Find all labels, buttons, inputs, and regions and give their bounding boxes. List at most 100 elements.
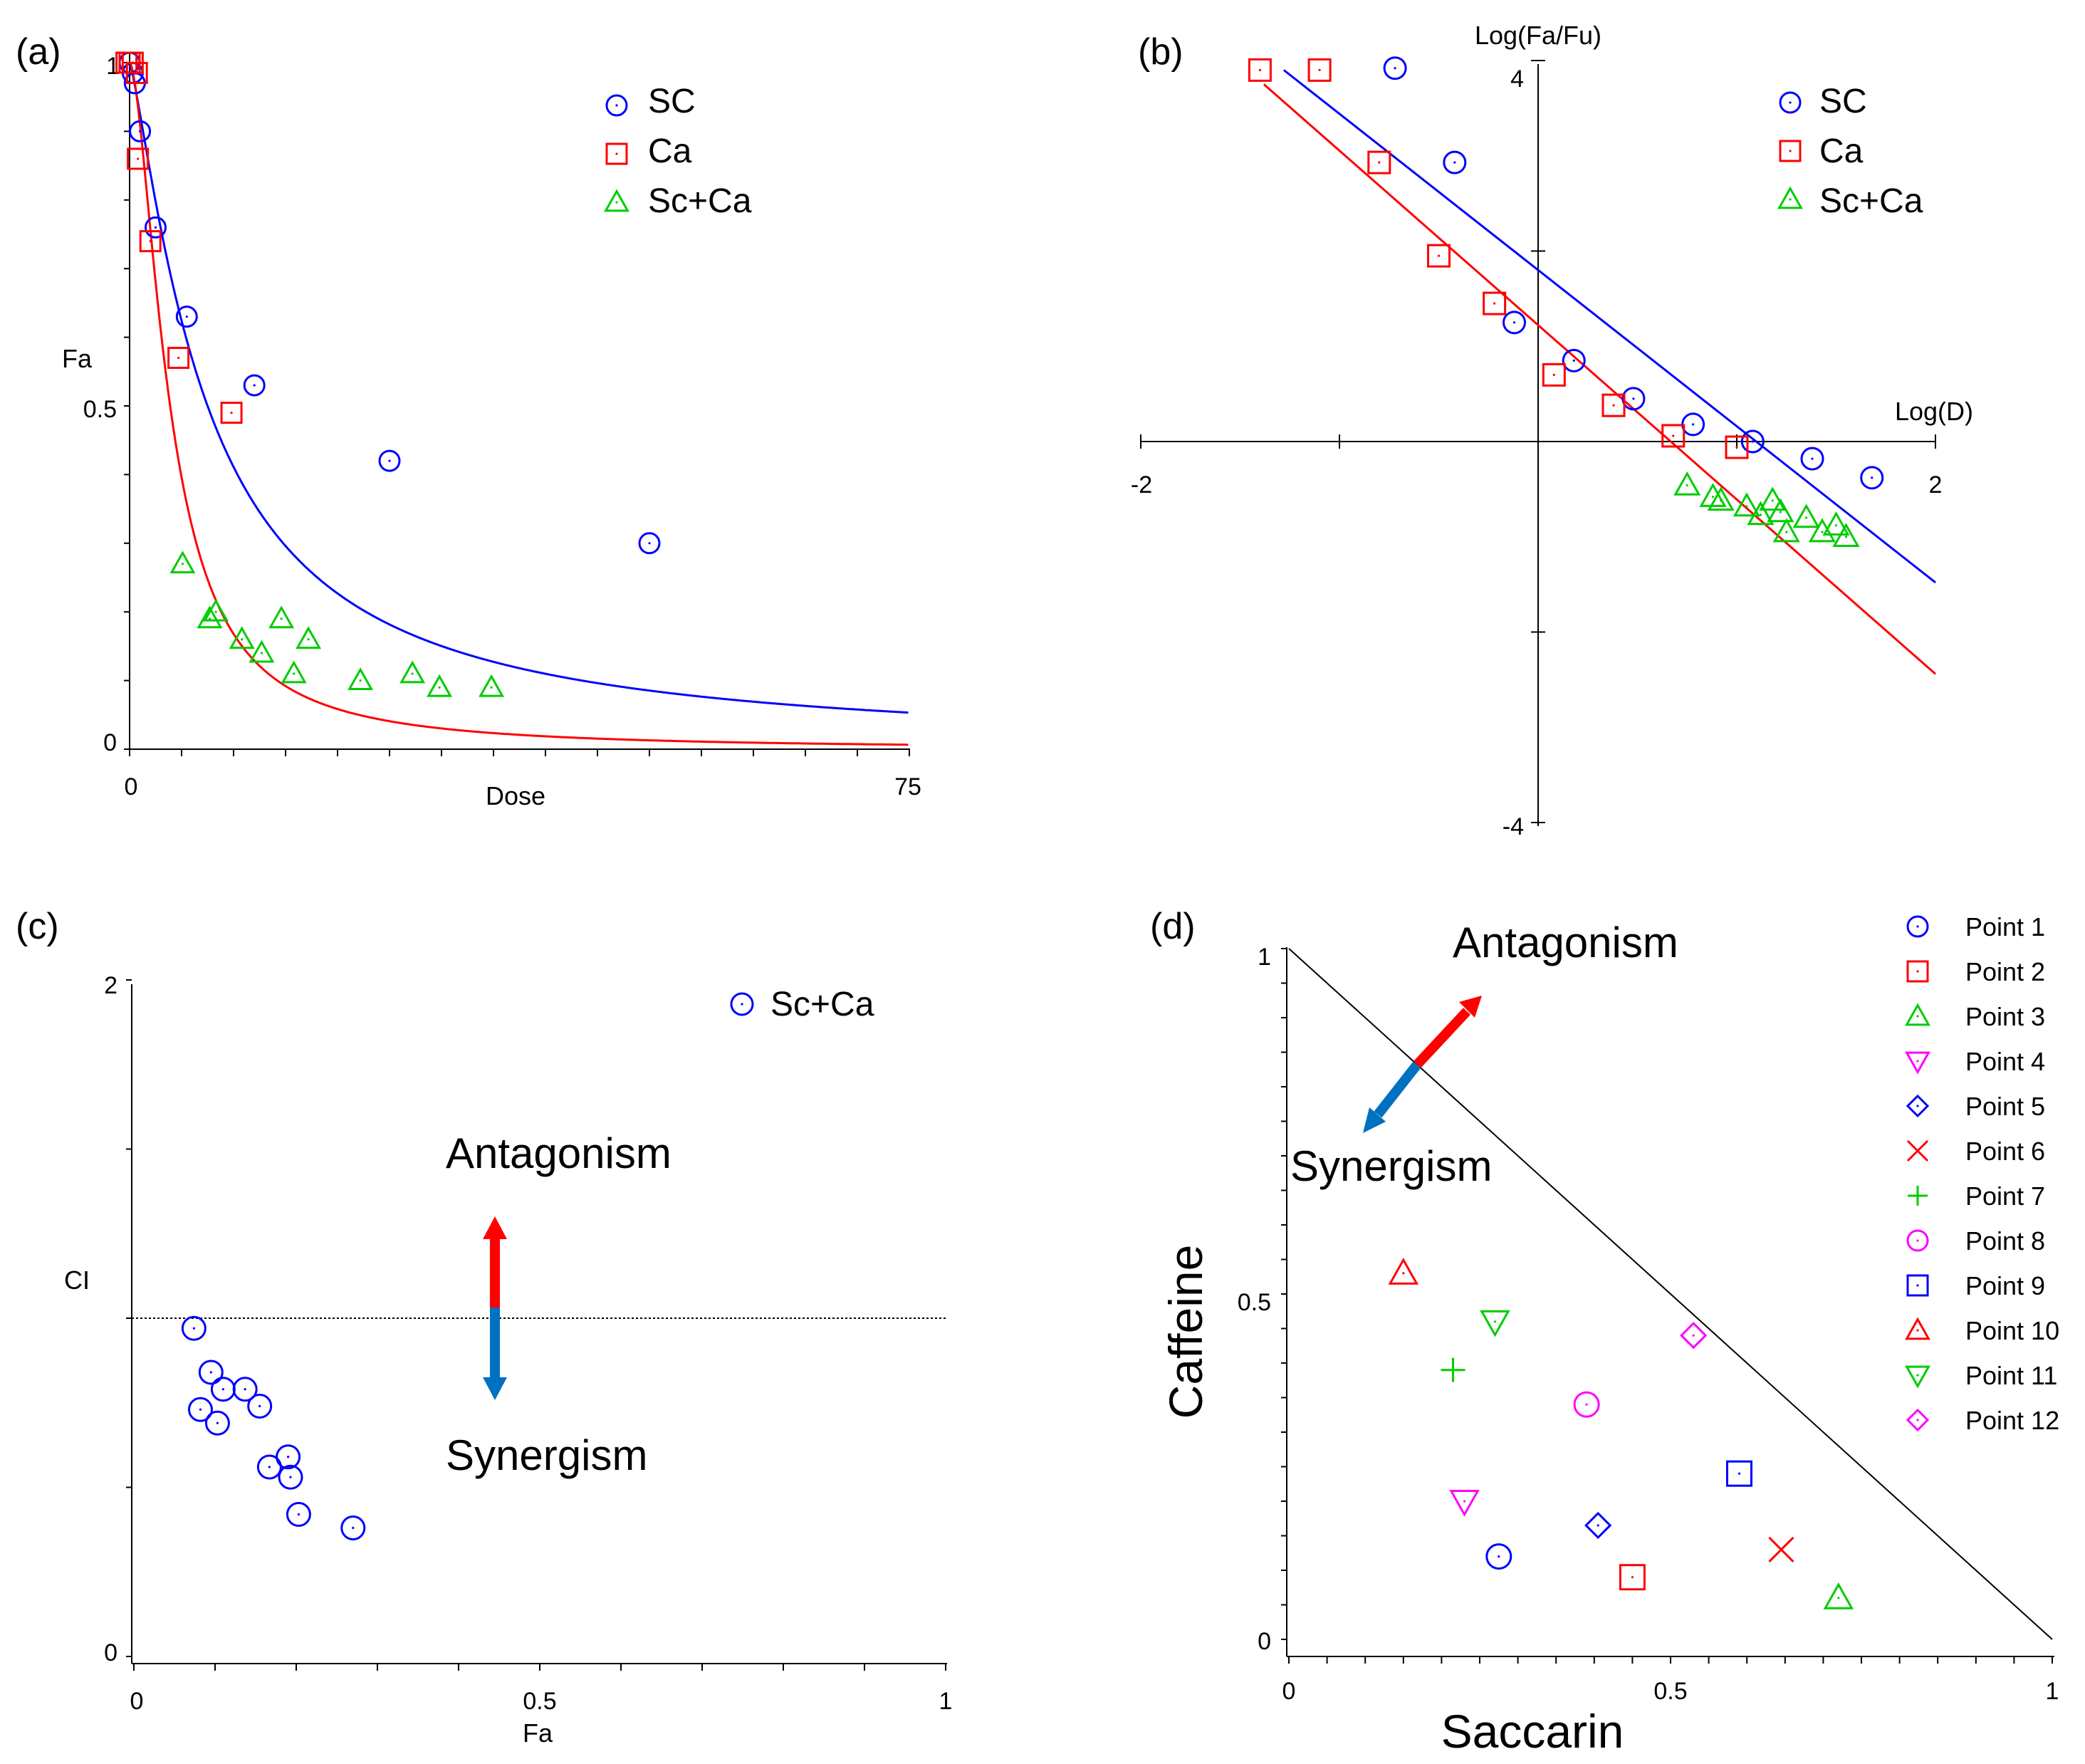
d-legend-marker-point-12 [1906, 1408, 1930, 1432]
d-legend-symbol [1905, 1051, 1930, 1075]
d-legend-marker-point-9 [1906, 1274, 1929, 1297]
d-legend-point-7: Point 7 [1965, 1181, 2045, 1211]
d-point-3-marker [1823, 1582, 1854, 1609]
a-legend-marker-ca [605, 142, 628, 165]
d-legend-marker-point-11 [1905, 1365, 1930, 1389]
c-x-axis-label: Fa [523, 1718, 553, 1748]
b-point-sc [1740, 429, 1765, 454]
d-antagonism-label: Antagonism [1453, 919, 1678, 966]
d-point-12-marker [1680, 1322, 1708, 1350]
d-synergism-arrow [1374, 1061, 1421, 1118]
b-y-axis-label: Log(Fa/Fu) [1475, 21, 1601, 50]
b-ca-fit-line [1263, 83, 1936, 675]
b-point-sc-ca [1822, 511, 1850, 536]
b-point-sc [1681, 412, 1705, 437]
d-x-tick-1: 1 [2046, 1678, 2059, 1705]
a-legend-symbol [605, 94, 628, 117]
b-point-ca [1725, 435, 1749, 459]
b-point-sc [1443, 150, 1467, 174]
c-point-sc-ca [276, 1444, 301, 1470]
b-x-tick-neg2: -2 [1131, 471, 1152, 499]
d-legend-symbol [1905, 1317, 1930, 1340]
a-point-sc-ca [229, 626, 255, 649]
d-y-axis-label: Caffeine [1159, 1245, 1212, 1419]
d-legend-symbol [1906, 1229, 1929, 1252]
b-legend-sc: SC [1819, 83, 1867, 120]
b-legend-symbol [1779, 140, 1802, 162]
b-point-sc [1383, 56, 1407, 80]
d-legend-symbol [1905, 1365, 1930, 1389]
d-legend-point-8: Point 8 [1965, 1226, 2045, 1256]
d-tick-marks [1281, 948, 2053, 1664]
c-point-sc-ca [232, 1377, 258, 1402]
panel-b: (b) Log(Fa/Fu) Log(D) 4 -4 -2 2 SC Ca Sc… [1131, 21, 1973, 840]
a-legend-scca: Sc+Ca [648, 182, 752, 220]
a-point-sc-ca [399, 660, 426, 684]
d-data-points [1388, 1258, 1854, 1609]
d-legend-marker-point-5 [1906, 1094, 1930, 1118]
a-point-sc-ca [169, 550, 196, 574]
c-x-tick-0: 0 [130, 1688, 144, 1715]
d-synergism-label: Synergism [1290, 1142, 1492, 1190]
d-point-5-marker [1584, 1511, 1612, 1540]
a-y-tick-1: 1 [106, 53, 120, 80]
d-synergism-arrowhead [1363, 1107, 1386, 1133]
b-point-ca [1542, 362, 1566, 387]
a-y-axis-label: Fa [62, 344, 93, 373]
d-legend-symbol [1906, 1139, 1929, 1162]
c-point-sc-ca [204, 1410, 230, 1436]
c-point-sc-ca [286, 1502, 311, 1527]
d-legend-point-6: Point 6 [1965, 1137, 2045, 1166]
d-legend-symbol [1905, 1003, 1930, 1026]
c-tick-marks [126, 979, 946, 1671]
a-point-sc-ca [203, 598, 229, 622]
c-point-sc-ca [181, 1315, 207, 1341]
c-y-tick-2: 2 [104, 972, 117, 999]
a-y-tick-0: 0 [103, 729, 117, 756]
c-y-tick-0: 0 [104, 1639, 117, 1666]
c-point-sc-ca [278, 1464, 303, 1490]
d-point-1-marker [1485, 1543, 1512, 1570]
b-fit-lines [1263, 69, 1936, 675]
d-legend-marker-point-7 [1908, 1186, 1928, 1206]
b-point-sc-ca [1747, 501, 1775, 526]
d-legend-point-3: Point 3 [1965, 1002, 2045, 1031]
c-point-sc-ca [256, 1454, 282, 1480]
c-antagonism-arrowhead [483, 1216, 507, 1239]
d-y-tick-0.5: 0.5 [1238, 1289, 1271, 1316]
d-legend-point-2: Point 2 [1965, 957, 2045, 986]
a-point-sc [175, 306, 198, 328]
c-point-sc-ca [247, 1394, 273, 1419]
d-point-11-marker [1480, 1310, 1510, 1337]
a-y-tick-0.5: 0.5 [83, 396, 117, 423]
d-legend-symbol [1906, 915, 1929, 938]
b-legend-marker-sc [1779, 91, 1802, 114]
a-legend-symbol [605, 142, 628, 165]
c-legend-symbol [730, 992, 754, 1016]
a-point-sc [378, 449, 401, 472]
d-x-tick-0: 0 [1282, 1678, 1296, 1705]
d-legend-symbol [1906, 960, 1929, 983]
a-point-sc-ca [479, 674, 505, 697]
d-legend-point-10: Point 10 [1965, 1316, 2059, 1345]
d-legend-point-5: Point 5 [1965, 1092, 2045, 1121]
a-point-sc [243, 374, 266, 397]
d-legend-symbol [1908, 1186, 1928, 1206]
b-sc-fit-line [1282, 69, 1936, 584]
a-point-ca [125, 61, 148, 84]
d-legend-point-4: Point 4 [1965, 1047, 2045, 1076]
d-legend-symbol [1906, 1408, 1930, 1432]
a-point-sc [145, 216, 167, 239]
d-point-7-marker [1441, 1357, 1465, 1382]
b-point-sc-ca [1767, 498, 1794, 523]
b-point-sc-ca [1673, 471, 1701, 496]
b-point-ca [1427, 244, 1451, 268]
a-point-ca [139, 230, 162, 253]
a-x-axis-label: Dose [486, 781, 545, 810]
b-point-sc-ca [1792, 503, 1820, 528]
a-point-sc-ca [268, 605, 295, 629]
b-point-sc [1503, 310, 1527, 335]
d-point-2-marker [1619, 1564, 1646, 1591]
a-legend-marker-sc [605, 94, 628, 117]
